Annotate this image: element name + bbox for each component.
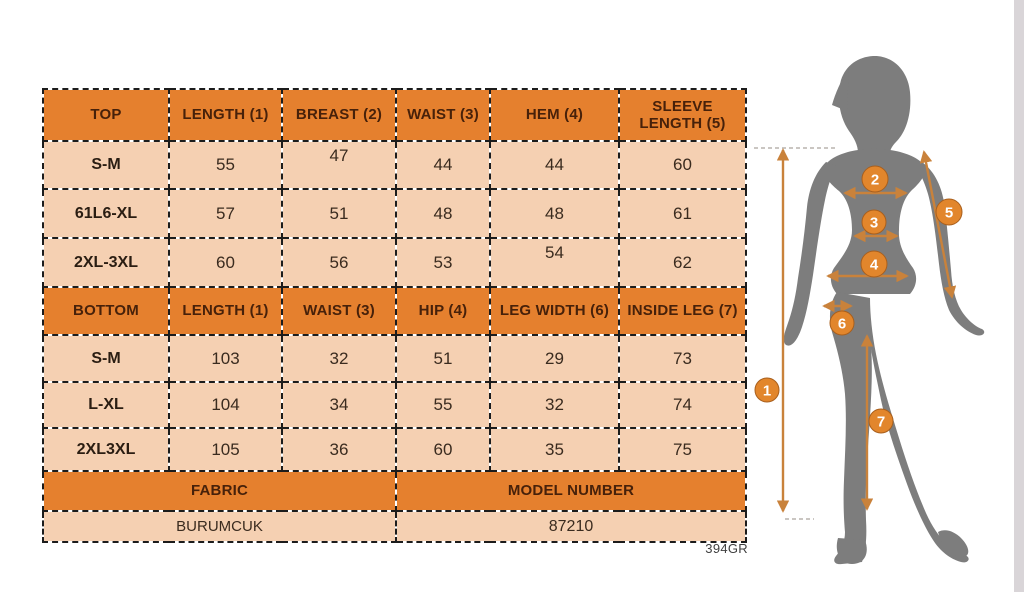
size-label: 61L6-XL bbox=[42, 188, 170, 239]
right-edge-strip bbox=[1014, 0, 1024, 592]
measure-marker-5: 5 bbox=[935, 198, 963, 226]
size-value: 75 bbox=[618, 427, 747, 472]
col-header-leg-width: LEG WIDTH (6) bbox=[489, 286, 620, 336]
size-value: 105 bbox=[168, 427, 283, 472]
col-header-length: LENGTH (1) bbox=[168, 286, 283, 336]
size-value: 55 bbox=[395, 381, 491, 429]
size-value: 51 bbox=[281, 188, 397, 239]
measure-arrow-5 bbox=[919, 150, 957, 299]
size-value: 104 bbox=[168, 381, 283, 429]
bottom-header-row: BOTTOM LENGTH (1) WAIST (3) HIP (4) LEG … bbox=[42, 286, 747, 336]
size-label: S-M bbox=[42, 334, 170, 383]
measure-marker-6: 6 bbox=[829, 310, 855, 336]
measure-markers: 1 2 3 4 5 6 7 bbox=[754, 165, 963, 434]
table-row: 2XL-3XL 60 56 53 54 62 bbox=[42, 237, 747, 288]
col-header-model-number: MODEL NUMBER bbox=[395, 470, 747, 512]
measure-marker-2: 2 bbox=[861, 165, 889, 193]
col-header-bottom: BOTTOM bbox=[42, 286, 170, 336]
table-row: S-M 55 47 44 44 60 bbox=[42, 140, 747, 190]
top-header-row: TOP LENGTH (1) BREAST (2) WAIST (3) HEM … bbox=[42, 88, 747, 142]
col-header-top: TOP bbox=[42, 88, 170, 142]
marker-number: 6 bbox=[838, 315, 846, 332]
size-value: 34 bbox=[281, 381, 397, 429]
marker-number: 2 bbox=[871, 171, 879, 188]
size-value: 29 bbox=[489, 334, 620, 383]
size-value: 48 bbox=[489, 188, 620, 239]
col-header-hip: HIP (4) bbox=[395, 286, 491, 336]
image-code-footnote: 394GR bbox=[705, 541, 748, 556]
size-value: 60 bbox=[395, 427, 491, 472]
measure-marker-7: 7 bbox=[868, 408, 894, 434]
size-value: 62 bbox=[618, 237, 747, 288]
marker-number: 5 bbox=[945, 204, 953, 221]
col-header-waist: WAIST (3) bbox=[281, 286, 397, 336]
size-value: 55 bbox=[168, 140, 283, 190]
marker-number: 3 bbox=[870, 214, 878, 231]
table-row: 2XL3XL 105 36 60 35 75 bbox=[42, 427, 747, 472]
col-header-hem: HEM (4) bbox=[489, 88, 620, 142]
info-value-row: BURUMCUK 87210 bbox=[42, 510, 747, 543]
fabric-value: BURUMCUK bbox=[42, 510, 397, 543]
size-value: 47 bbox=[281, 140, 397, 190]
measure-marker-1: 1 bbox=[754, 377, 780, 403]
marker-number: 1 bbox=[763, 382, 771, 399]
size-value: 60 bbox=[618, 140, 747, 190]
col-header-waist: WAIST (3) bbox=[395, 88, 491, 142]
size-value: 44 bbox=[395, 140, 491, 190]
size-value: 53 bbox=[395, 237, 491, 288]
guide-dash-lines bbox=[754, 147, 838, 520]
marker-number: 4 bbox=[870, 256, 879, 273]
size-chart-table: TOP LENGTH (1) BREAST (2) WAIST (3) HEM … bbox=[42, 88, 747, 543]
size-value: 36 bbox=[281, 427, 397, 472]
col-header-breast: BREAST (2) bbox=[281, 88, 397, 142]
table-row: L-XL 104 34 55 32 74 bbox=[42, 381, 747, 429]
measurement-figure: 1 2 3 4 5 6 7 bbox=[752, 40, 1012, 580]
size-value: 32 bbox=[281, 334, 397, 383]
size-value: 57 bbox=[168, 188, 283, 239]
size-value: 56 bbox=[281, 237, 397, 288]
woman-silhouette-icon bbox=[783, 55, 985, 565]
size-value: 32 bbox=[489, 381, 620, 429]
size-value: 44 bbox=[489, 140, 620, 190]
size-value: 48 bbox=[395, 188, 491, 239]
table-row: 61L6-XL 57 51 48 48 61 bbox=[42, 188, 747, 239]
col-header-inside-leg: INSIDE LEG (7) bbox=[618, 286, 747, 336]
table-row: S-M 103 32 51 29 73 bbox=[42, 334, 747, 383]
measure-marker-3: 3 bbox=[861, 209, 887, 235]
size-value: 54 bbox=[489, 237, 620, 288]
size-value: 103 bbox=[168, 334, 283, 383]
size-value: 61 bbox=[618, 188, 747, 239]
col-header-fabric: FABRIC bbox=[42, 470, 397, 512]
size-value: 35 bbox=[489, 427, 620, 472]
size-value: 51 bbox=[395, 334, 491, 383]
size-label: 2XL-3XL bbox=[42, 237, 170, 288]
size-label: 2XL3XL bbox=[42, 427, 170, 472]
size-value: 73 bbox=[618, 334, 747, 383]
model-number-value: 87210 bbox=[395, 510, 747, 543]
col-header-sleeve-length: SLEEVE LENGTH (5) bbox=[618, 88, 747, 142]
marker-number: 7 bbox=[877, 413, 885, 430]
info-header-row: FABRIC MODEL NUMBER bbox=[42, 470, 747, 512]
size-value: 74 bbox=[618, 381, 747, 429]
measure-marker-4: 4 bbox=[860, 250, 888, 278]
col-header-length: LENGTH (1) bbox=[168, 88, 283, 142]
size-label: S-M bbox=[42, 140, 170, 190]
size-value: 60 bbox=[168, 237, 283, 288]
size-label: L-XL bbox=[42, 381, 170, 429]
